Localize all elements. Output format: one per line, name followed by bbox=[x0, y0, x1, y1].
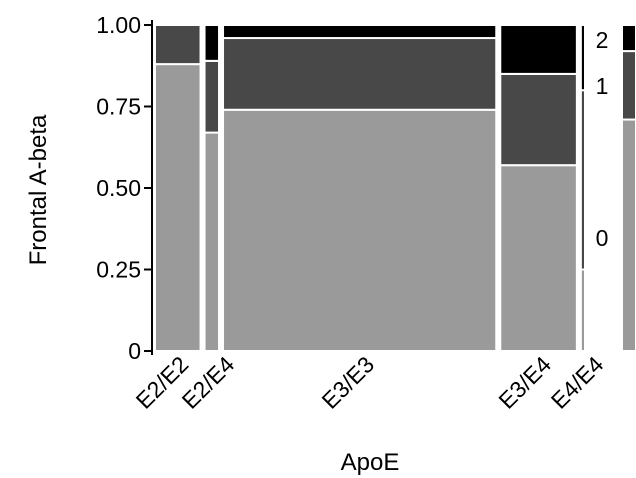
y-tick-label: 1.00 bbox=[96, 12, 141, 38]
mosaic-tile-E4-E4-level-2 bbox=[579, 24, 586, 92]
x-axis-title: ApoE bbox=[341, 449, 400, 476]
x-tick-label: E2/E4 bbox=[177, 351, 240, 414]
mosaic-tile-E3-E4-level-2 bbox=[499, 24, 578, 75]
mosaic-tiles bbox=[154, 24, 586, 353]
marginal-bar bbox=[621, 24, 636, 353]
level-labels: 0 1 2 bbox=[596, 27, 609, 251]
level-label-1: 1 bbox=[596, 73, 609, 99]
mosaic-tile-E3-E3-level-2 bbox=[222, 24, 498, 40]
mosaic-tile-E2-E4-level-2 bbox=[203, 24, 221, 62]
y-axis-title: Frontal A-beta bbox=[25, 114, 52, 265]
mosaic-tile-E4-E4-level-0 bbox=[579, 268, 586, 352]
marginal-bar-level-0 bbox=[621, 118, 636, 353]
marginal-bar-level-2 bbox=[621, 24, 636, 53]
y-axis-ticks: 0 0.25 0.50 0.75 1.00 bbox=[96, 12, 152, 364]
mosaic-tile-E3-E3-level-1 bbox=[222, 37, 498, 111]
marginal-bar-level-1 bbox=[621, 50, 636, 121]
mosaic-tile-E3-E3-level-0 bbox=[222, 108, 498, 353]
mosaic-tile-E3-E4-level-1 bbox=[499, 72, 578, 167]
level-label-0: 0 bbox=[596, 225, 609, 251]
x-tick-label: E3/E4 bbox=[493, 351, 556, 414]
mosaic-tile-E2-E4-level-0 bbox=[203, 131, 221, 352]
mosaic-tile-E4-E4-level-1 bbox=[579, 89, 586, 271]
level-label-2: 2 bbox=[596, 27, 609, 53]
mosaic-tile-E3-E4-level-0 bbox=[499, 164, 578, 352]
mosaic-tile-E2-E4-level-1 bbox=[203, 59, 221, 134]
x-tick-label: E4/E4 bbox=[546, 351, 609, 414]
x-tick-label: E3/E3 bbox=[316, 351, 379, 414]
mosaic-tile-E2-E2-level-1 bbox=[154, 24, 202, 66]
y-tick-label: 0.50 bbox=[96, 175, 141, 201]
y-tick-label: 0.75 bbox=[96, 94, 141, 120]
y-tick-label: 0.25 bbox=[96, 257, 141, 283]
y-tick-label: 0 bbox=[128, 338, 141, 364]
mosaic-tile-E2-E2-level-0 bbox=[154, 63, 202, 353]
